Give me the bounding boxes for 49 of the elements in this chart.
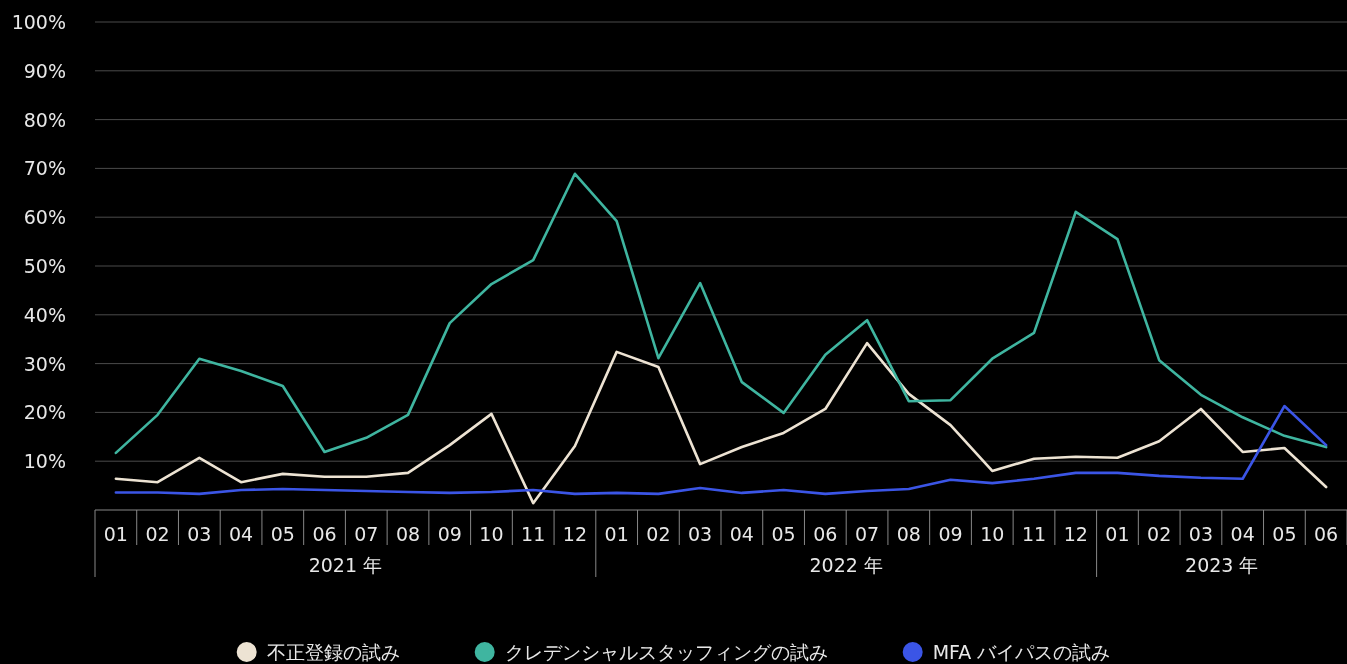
text: 2021 年 <box>308 554 383 576</box>
x-tick-label: 04 <box>228 523 254 545</box>
y-tick-label: 90% <box>23 59 66 82</box>
x-tick-label: 06 <box>1314 523 1339 545</box>
x-tick-label: 03 <box>187 523 212 545</box>
text: 2023 年 <box>1185 554 1259 576</box>
x-tick-label: 04 <box>729 523 754 545</box>
x-tick-label: 05 <box>1272 523 1297 545</box>
x-tick-label: 05 <box>771 523 796 545</box>
y-tick-label: 80% <box>23 108 66 131</box>
x-tick-label: 02 <box>145 523 170 545</box>
x-tick-label: 10 <box>479 523 504 545</box>
x-tick-label: 01 <box>1105 523 1130 545</box>
x-tick-label: 01 <box>604 523 629 545</box>
line-series <box>114 404 1328 496</box>
x-tick-label: 11 <box>1021 523 1047 545</box>
line-series <box>114 341 1328 505</box>
x-tick-label: 12 <box>562 523 588 545</box>
x-tick-label: 08 <box>395 523 421 545</box>
y-tick-label: 100% <box>11 11 66 33</box>
x-tick-label: 08 <box>896 523 921 545</box>
y-tick-label: 70% <box>23 157 66 180</box>
x-tick-label: 07 <box>354 523 379 545</box>
text: 2022 年 <box>809 554 883 576</box>
x-tick-label: 02 <box>646 523 671 545</box>
y-tick-label: 50% <box>23 255 66 277</box>
y-tick-label: 40% <box>23 303 66 326</box>
legend-label: 不正登録の試み <box>266 641 400 663</box>
line-series <box>114 172 1328 455</box>
x-tick-label: 10 <box>980 523 1005 545</box>
x-tick-label: 06 <box>813 523 838 545</box>
x-tick-label: 06 <box>312 523 337 545</box>
x-tick-label: 09 <box>938 523 963 545</box>
x-tick-label: 12 <box>1063 523 1088 545</box>
legend-label: MFA バイパスの試み <box>932 641 1111 663</box>
x-tick-label: 09 <box>437 523 462 545</box>
x-tick-label: 03 <box>688 523 713 545</box>
x-tick-label: 05 <box>270 523 295 545</box>
x-tick-label: 07 <box>854 523 880 545</box>
x-tick-label: 04 <box>1230 523 1255 545</box>
y-tick-label: 10% <box>23 450 66 473</box>
x-tick-label: 03 <box>1188 523 1214 545</box>
y-tick-label: 30% <box>23 352 66 375</box>
legend-label: クレデンシャルスタッフィングの試み <box>504 641 828 663</box>
x-tick-label: 01 <box>103 523 128 545</box>
y-tick-label: 20% <box>23 401 66 424</box>
y-tick-label: 60% <box>23 206 66 229</box>
x-tick-label: 11 <box>521 523 546 545</box>
x-tick-label: 02 <box>1147 523 1172 545</box>
